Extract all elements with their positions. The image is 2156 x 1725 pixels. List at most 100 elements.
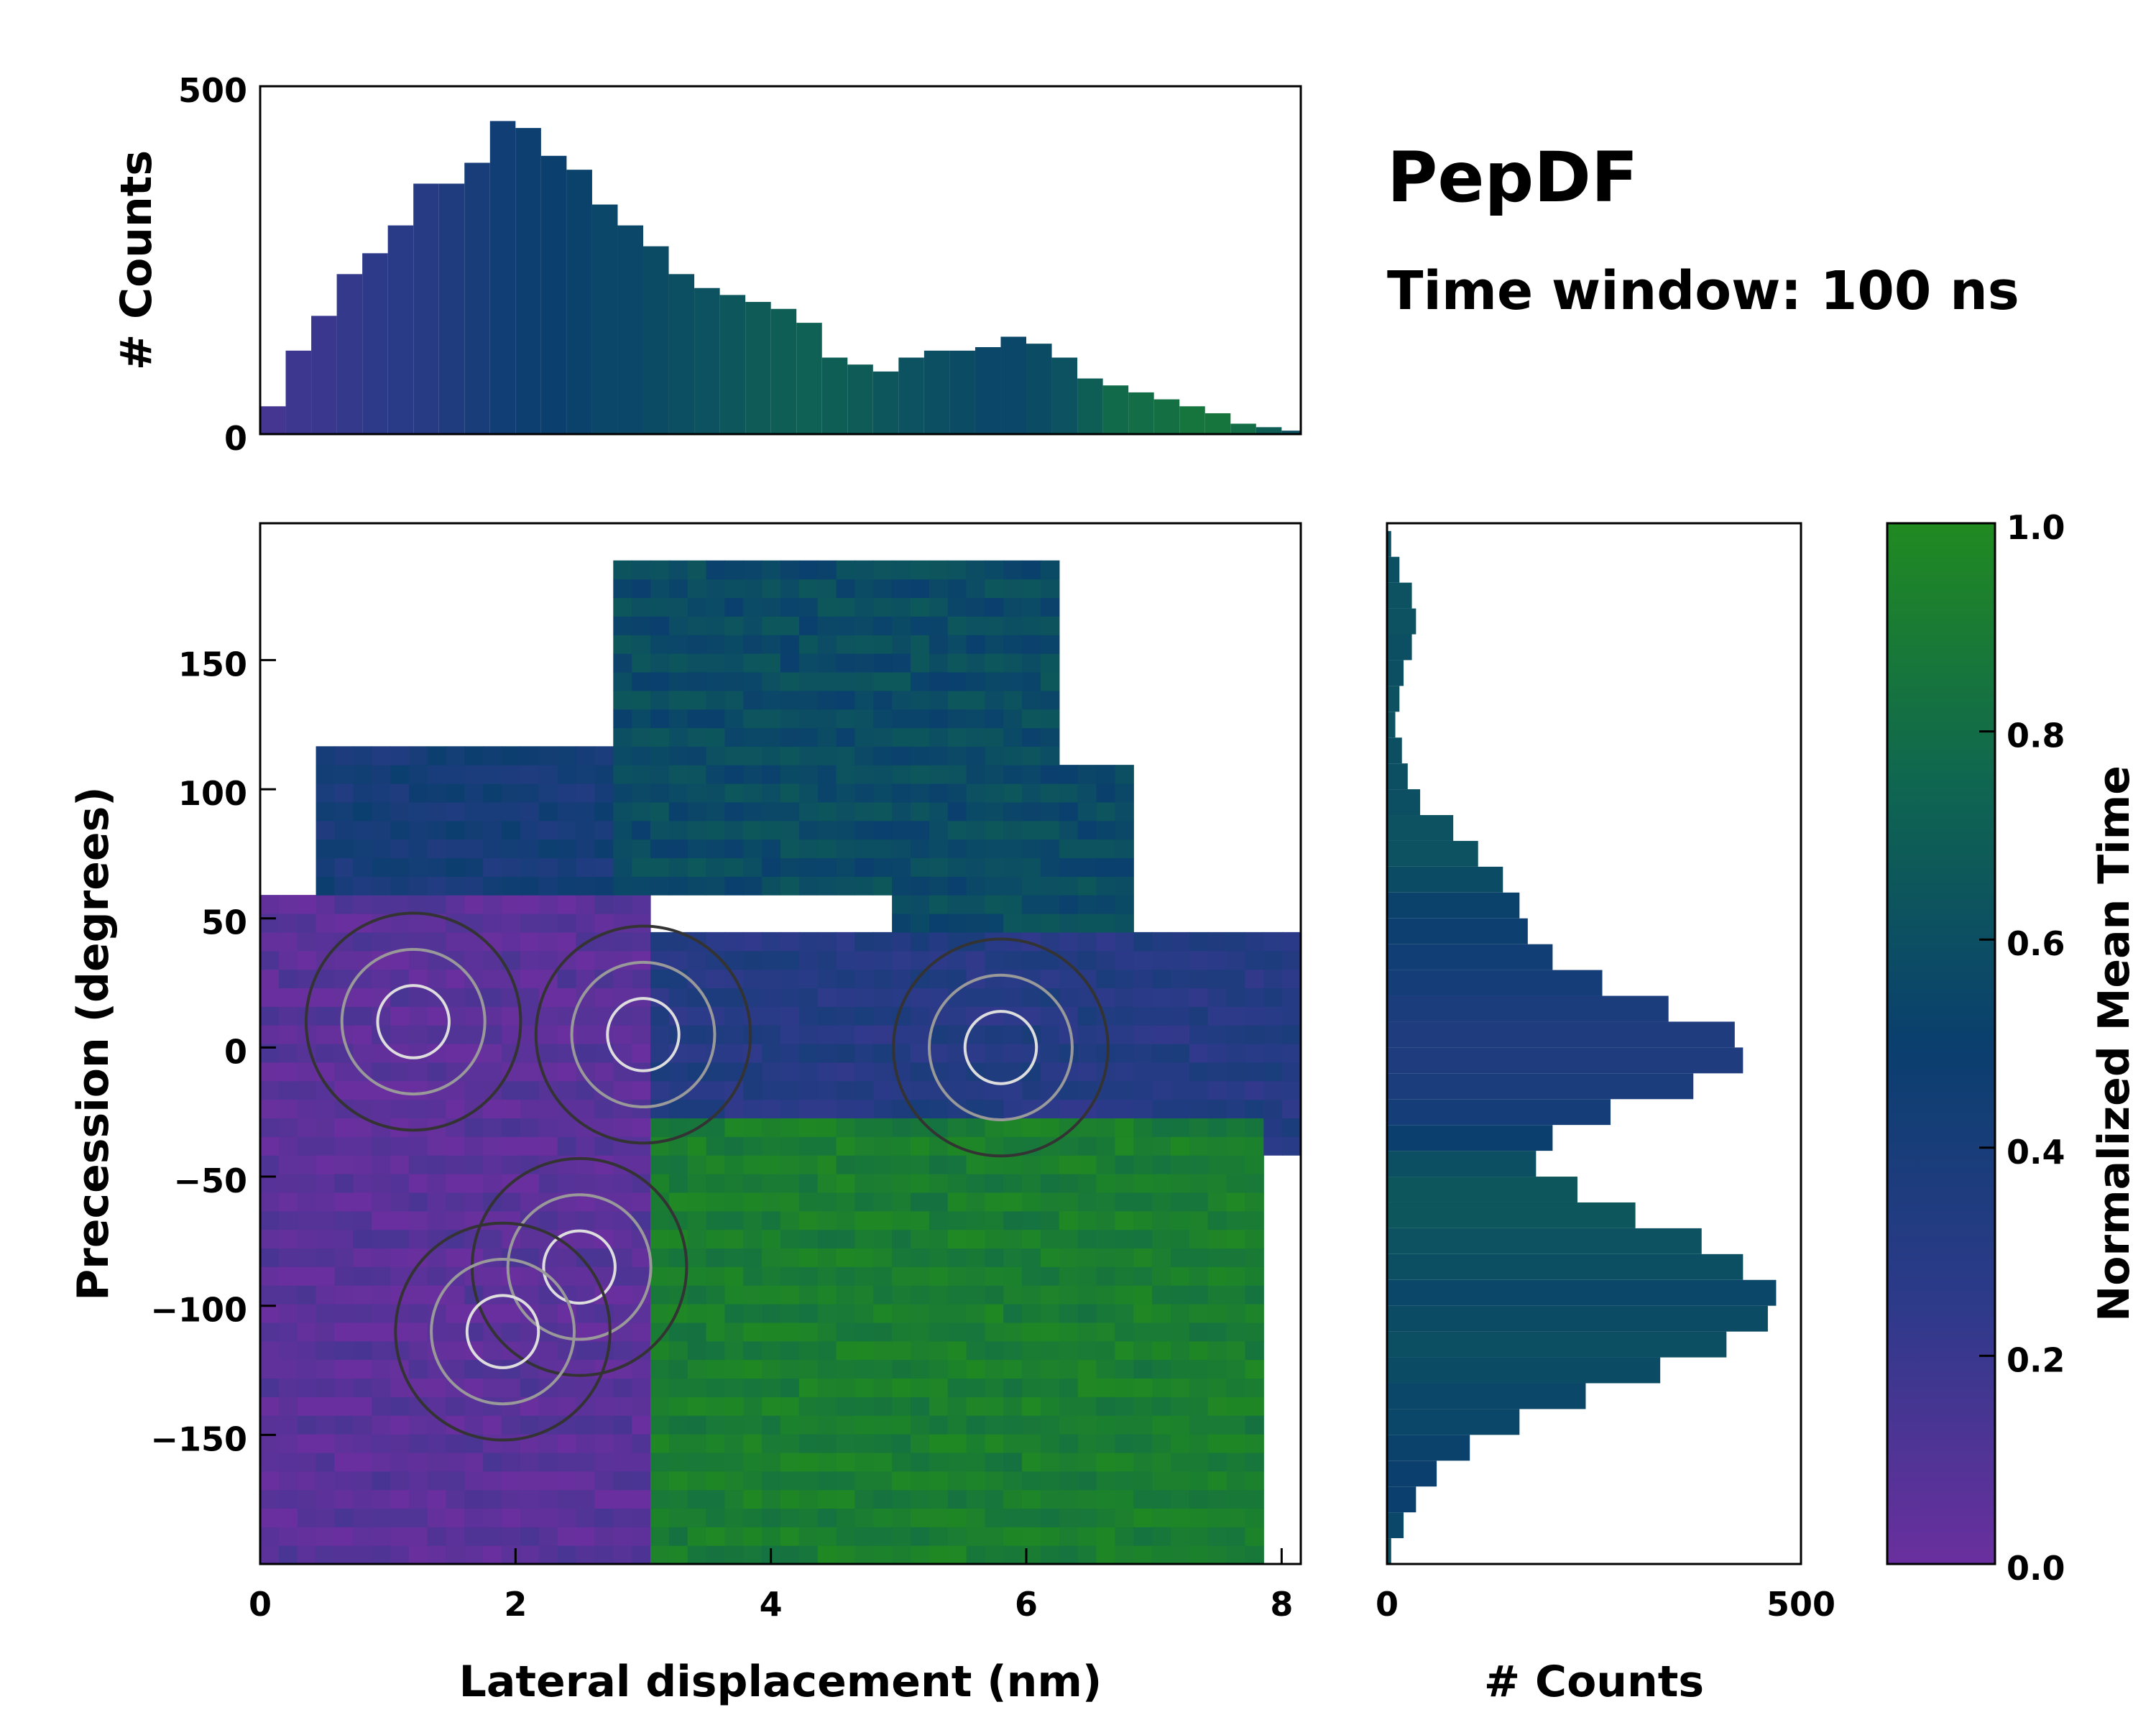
heatmap-cell	[873, 1508, 893, 1527]
heatmap-cell	[854, 1304, 874, 1323]
heatmap-cell	[464, 876, 484, 896]
heatmap-cell	[1041, 1322, 1060, 1342]
heatmap-cell	[1171, 1006, 1190, 1026]
heatmap-cell	[520, 1508, 540, 1527]
heatmap-cell	[1133, 1322, 1153, 1342]
heatmap-cell	[929, 635, 949, 654]
heatmap-cell	[278, 1080, 298, 1100]
heatmap-cell	[464, 1192, 484, 1212]
heatmap-cell	[1059, 1322, 1079, 1342]
heatmap-cell	[427, 1062, 447, 1082]
heatmap-cell	[538, 1527, 558, 1546]
heatmap-cell	[724, 1006, 744, 1026]
heatmap-cell	[594, 857, 614, 877]
heatmap-cell	[854, 1452, 874, 1472]
heatmap-cell	[743, 579, 763, 599]
heatmap-cell	[947, 1174, 967, 1193]
heatmap-cell	[297, 1136, 317, 1156]
heatmap-cell	[762, 653, 781, 673]
heatmap-cell	[1077, 1136, 1097, 1156]
heatmap-cell	[836, 1229, 856, 1249]
heatmap-cell	[911, 1434, 930, 1453]
heatmap-cell	[873, 727, 893, 747]
heatmap-cell	[947, 1508, 967, 1527]
heatmap-cell	[1003, 579, 1023, 599]
heatmap-cell	[947, 671, 967, 691]
heatmap-cell	[743, 839, 763, 859]
heatmap-cell	[892, 671, 911, 691]
heatmap-cell	[1245, 1508, 1264, 1527]
heatmap-cell	[1003, 1192, 1023, 1212]
heatmap-cell	[966, 560, 986, 580]
heatmap-cell	[427, 1545, 447, 1565]
heatmap-cell	[353, 1266, 372, 1286]
heatmap-cell	[594, 839, 614, 859]
heatmap-cell	[557, 1452, 577, 1472]
heatmap-cell	[780, 1248, 800, 1267]
heatmap-cell	[315, 1099, 336, 1119]
heatmap-cell	[706, 1266, 726, 1286]
heatmap-cell	[1282, 1136, 1302, 1156]
heatmap-cell	[1207, 1118, 1227, 1137]
heatmap-cell	[762, 839, 781, 859]
heatmap-cell	[706, 1155, 726, 1174]
heatmap-cell	[632, 1415, 651, 1435]
heatmap-cell	[706, 579, 726, 599]
heatmap-cell	[538, 1489, 558, 1509]
heatmap-cell	[724, 1174, 744, 1193]
heatmap-cell	[334, 857, 354, 877]
heatmap-cell	[502, 1248, 521, 1267]
heatmap-cell	[502, 839, 521, 859]
heatmap-cell	[892, 1508, 911, 1527]
heatmap-cell	[1115, 1044, 1134, 1063]
heatmap-cell	[854, 1508, 874, 1527]
heatmap-cell	[557, 932, 577, 952]
top-histogram-bar	[745, 302, 771, 434]
heatmap-cell	[854, 671, 874, 691]
heatmap-cell	[985, 1304, 1004, 1323]
heatmap-cell	[1003, 1248, 1023, 1267]
heatmap-cell	[1152, 988, 1171, 1007]
heatmap-cell	[1077, 895, 1097, 914]
heatmap-cell	[854, 1192, 874, 1212]
heatmap-cell	[929, 1415, 949, 1435]
heatmap-cell	[836, 839, 856, 859]
heatmap-cell	[1207, 950, 1227, 970]
heatmap-cell	[1282, 1062, 1302, 1082]
heatmap-cell	[1077, 1340, 1097, 1361]
heatmap-cell	[1115, 1192, 1134, 1212]
heatmap-cell	[1133, 950, 1153, 970]
heatmap-cell	[854, 1359, 874, 1379]
heatmap-cell	[762, 560, 781, 580]
heatmap-cell	[762, 1248, 781, 1267]
heatmap-cell	[1041, 709, 1060, 729]
top-histogram-bar	[1281, 431, 1301, 434]
right-histogram-bar	[1387, 1435, 1470, 1461]
heatmap-cell	[854, 709, 874, 729]
heatmap-cell	[334, 1229, 354, 1249]
colorbar: 0.00.20.40.60.81.0 Normalized Mean Time	[1886, 508, 2139, 1588]
heatmap-cell	[985, 1434, 1004, 1453]
heatmap-cell	[1171, 1136, 1190, 1156]
right-histogram-x-tick-label: 500	[1766, 1585, 1835, 1624]
heatmap-cell	[687, 690, 707, 710]
heatmap-cell	[911, 1210, 930, 1230]
heatmap-cell	[1282, 932, 1302, 952]
heatmap-cell	[278, 1099, 298, 1119]
heatmap-cell	[557, 914, 577, 933]
heatmap-cell	[1003, 1378, 1023, 1397]
heatmap-cell	[1152, 1192, 1171, 1212]
heatmap-cell	[1022, 635, 1041, 654]
heatmap-cell	[1041, 1229, 1060, 1249]
heatmap-cell	[315, 1322, 336, 1342]
heatmap-cell	[502, 1527, 521, 1546]
heatmap-cell	[464, 839, 484, 859]
heatmap-cell	[427, 1527, 447, 1546]
heatmap-cell	[334, 1471, 354, 1491]
heatmap-cell	[502, 1489, 521, 1509]
heatmap-y-tick-label: −50	[173, 1162, 247, 1200]
top-histogram-bar	[1179, 406, 1205, 434]
heatmap-cell	[929, 1471, 949, 1491]
heatmap-cell	[668, 1322, 688, 1342]
heatmap-cell	[817, 1136, 837, 1156]
